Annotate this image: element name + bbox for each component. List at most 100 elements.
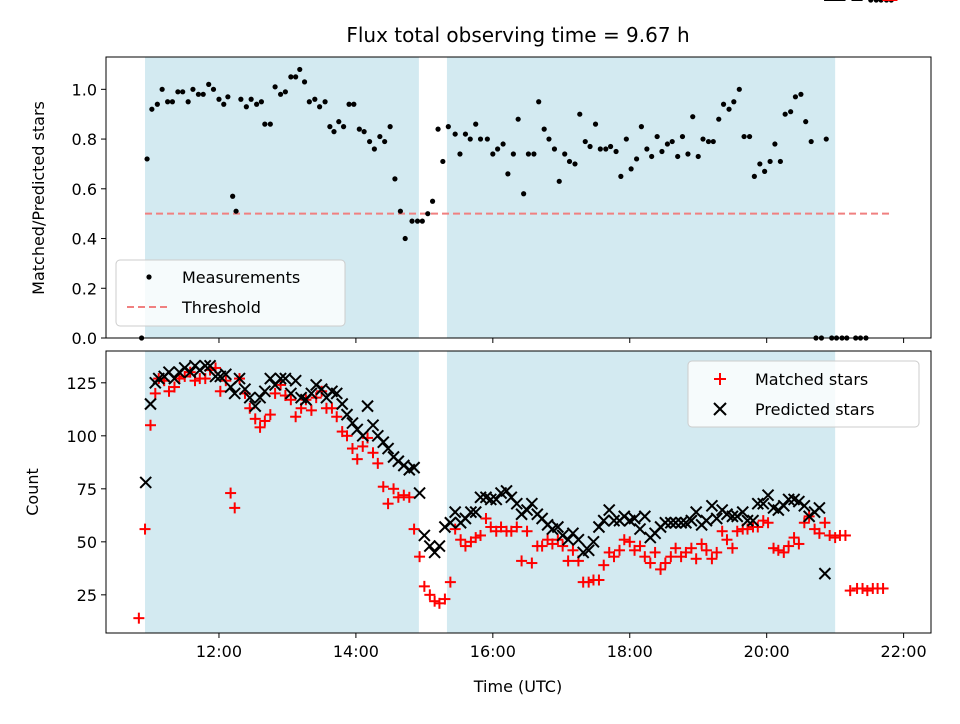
observing-window-2 xyxy=(446,57,836,338)
matched-star-point xyxy=(768,542,780,554)
ratio-x-ticks xyxy=(218,338,905,343)
measurement-point xyxy=(473,121,479,127)
measurement-point xyxy=(878,0,884,3)
measurement-point xyxy=(221,101,227,107)
matched-star-point xyxy=(711,546,723,558)
matched-star-point xyxy=(259,415,271,427)
measurement-point xyxy=(230,193,236,199)
matched-star-point xyxy=(665,551,677,563)
matched-star-point xyxy=(798,517,810,529)
measurement-point xyxy=(685,151,691,157)
predicted-star-point xyxy=(777,499,791,512)
predicted-star-point xyxy=(525,497,539,510)
predicted-star-point xyxy=(279,372,292,385)
measurement-point xyxy=(462,131,469,137)
predicted-star-point xyxy=(274,372,287,385)
matched-star-point xyxy=(839,529,851,541)
predicted-star-point xyxy=(664,516,678,529)
predicted-star-point xyxy=(736,505,749,519)
predicted-star-point xyxy=(474,491,487,504)
predicted-star-point xyxy=(203,359,217,373)
measurement-point xyxy=(751,173,757,179)
measurement-point xyxy=(169,99,176,105)
matched-star-point xyxy=(685,542,697,554)
measurement-point xyxy=(798,91,804,97)
measurement-point xyxy=(267,121,273,127)
predicted-star-point xyxy=(366,419,380,432)
predicted-star-point xyxy=(340,408,354,421)
predicted-star-point xyxy=(168,372,181,385)
matched-star-point xyxy=(516,555,528,567)
measurement-point xyxy=(282,89,288,95)
matched-star-point xyxy=(139,523,151,535)
matched-star-point xyxy=(526,557,538,569)
measurement-point xyxy=(210,86,217,92)
measurement-point xyxy=(731,99,737,105)
matched-star-point xyxy=(536,540,548,552)
predicted-star-point xyxy=(782,493,795,506)
measurement-point xyxy=(788,109,794,115)
matched-star-point xyxy=(403,491,415,503)
measurement-point xyxy=(159,86,165,92)
matched-star-point xyxy=(567,544,579,556)
measurement-point xyxy=(327,124,333,130)
y-tick-label: 125 xyxy=(66,374,97,393)
measurement-point xyxy=(566,158,573,165)
matched-star-point xyxy=(225,487,237,499)
matched-star-point xyxy=(254,421,266,433)
matched-star-point xyxy=(557,540,569,552)
chart-title: Flux total observing time = 9.67 h xyxy=(346,23,689,47)
predicted-star-point xyxy=(469,505,482,519)
measurement-point xyxy=(541,126,547,132)
measurement-point xyxy=(397,208,403,214)
measurement-point xyxy=(531,151,537,157)
predicted-star-point xyxy=(741,514,754,527)
measurement-point xyxy=(803,119,809,125)
predicted-star-point xyxy=(330,387,343,400)
measurement-point xyxy=(306,99,312,105)
predicted-star-point xyxy=(249,399,262,413)
predicted-star-point xyxy=(638,510,652,523)
measurement-point xyxy=(293,74,299,80)
measurement-point xyxy=(644,146,650,152)
count-legend-box xyxy=(687,360,920,428)
predicted-star-point xyxy=(520,503,534,517)
matched-star-point xyxy=(700,544,712,556)
predicted-star-point xyxy=(433,539,446,553)
measurement-point xyxy=(777,158,783,165)
count-points xyxy=(133,0,898,624)
matched-star-point xyxy=(341,430,353,442)
matched-star-point xyxy=(772,544,784,556)
measurement-point xyxy=(664,141,671,147)
measurement-point xyxy=(546,136,552,142)
measurement-point xyxy=(551,146,558,152)
measurement-point xyxy=(587,143,593,150)
matched-star-point xyxy=(618,534,630,546)
matched-star-point xyxy=(762,517,774,529)
measurement-point xyxy=(425,211,431,217)
measurement-point xyxy=(351,101,357,107)
measurement-point xyxy=(484,136,490,142)
matched-star-point xyxy=(372,457,384,469)
predicted-star-point xyxy=(258,385,272,398)
matched-star-point xyxy=(649,546,661,558)
matched-star-point xyxy=(793,538,805,550)
predicted-star-point xyxy=(356,429,369,443)
predicted-star-point xyxy=(305,387,318,400)
predicted-star-point xyxy=(587,535,600,549)
predicted-star-point xyxy=(726,510,739,523)
y-tick-label: 1.0 xyxy=(72,80,97,99)
predicted-star-point xyxy=(490,493,503,506)
count-panel: 25 50 75 100 125 12:00 14:00 16:00 18:00 20:00 22… xyxy=(23,0,932,696)
matched-star-point xyxy=(813,527,825,539)
measurement-point xyxy=(206,81,212,87)
predicted-star-point xyxy=(219,368,233,381)
predicted-star-point xyxy=(243,391,256,404)
matched-star-point xyxy=(716,525,728,537)
predicted-star-point xyxy=(607,514,621,527)
measurement-point xyxy=(477,136,484,142)
predicted-star-point xyxy=(139,476,152,489)
x-tick-label: 16:00 xyxy=(470,642,516,661)
measurement-point xyxy=(808,138,814,145)
